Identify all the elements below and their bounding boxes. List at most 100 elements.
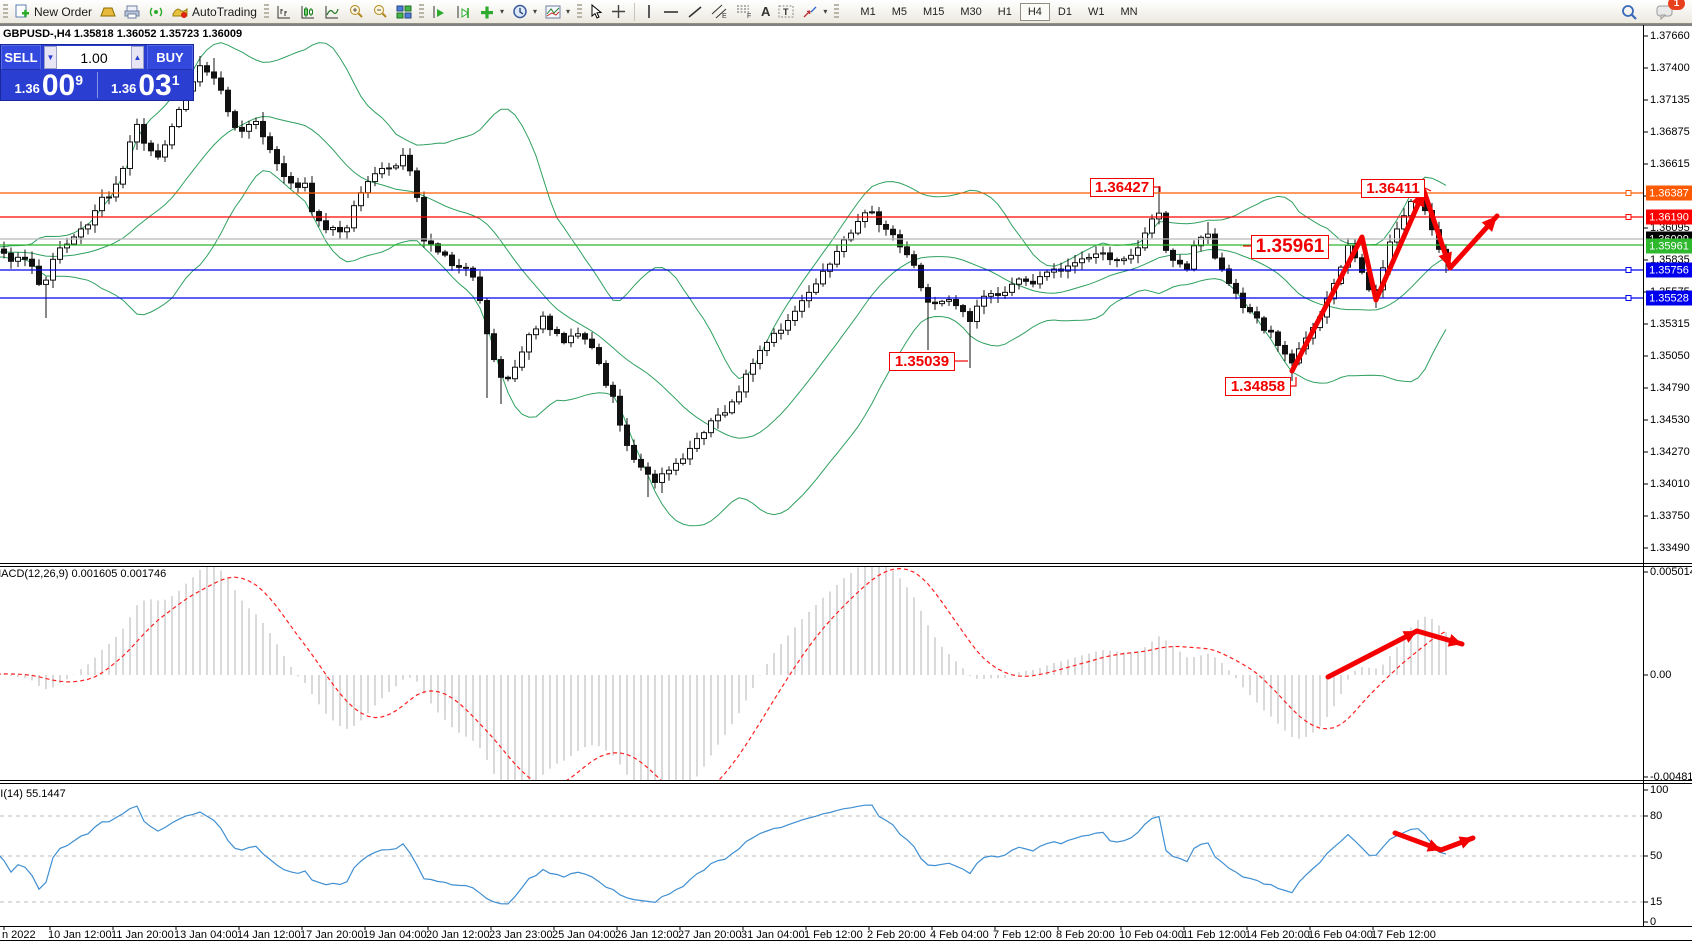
equidistant-channel-icon: E (711, 4, 727, 19)
price-divider (96, 72, 98, 98)
auto-scroll-icon (433, 5, 444, 18)
ask-price[interactable]: 1.36 03 1 (111, 69, 180, 102)
trendline-tool-button[interactable] (683, 2, 707, 22)
candlestick-chart-button[interactable] (296, 2, 320, 22)
zoom-out-button[interactable] (368, 2, 392, 22)
text-label-icon: T (778, 5, 794, 18)
news-broadcast-icon (149, 7, 163, 16)
triangle-up-icon: ▲ (133, 53, 142, 62)
chart-shift-button[interactable] (451, 2, 475, 22)
timeframe-d1[interactable]: D1 (1057, 5, 1072, 18)
volume-input[interactable]: 1.00 (57, 46, 131, 69)
arrow-tools-icon (803, 6, 817, 17)
zoom-in-icon (349, 5, 363, 18)
text-tool-button[interactable]: A (761, 4, 771, 19)
toolbar-right-icons: 1 (1617, 0, 1685, 22)
vertical-line-tool-button[interactable] (639, 2, 659, 22)
indicators-button[interactable]: ▾ (475, 2, 508, 22)
crosshair-tool-button[interactable] (607, 2, 630, 22)
buy-button[interactable]: BUY (147, 45, 193, 70)
timeframe-w1[interactable]: W1 (1087, 5, 1105, 18)
sell-button[interactable]: SELL (1, 45, 41, 70)
new-order-icon (15, 4, 29, 18)
timeframe-h1[interactable]: H1 (997, 5, 1012, 18)
periods-clock-icon (513, 4, 527, 19)
volume-stepper: ▼ 1.00 ▲ (44, 46, 144, 69)
volume-decrease-button[interactable]: ▼ (44, 46, 57, 69)
text-label-tool-button[interactable]: T (774, 2, 798, 22)
timeframe-mn[interactable]: MN (1120, 5, 1138, 18)
chevron-down-icon: ▾ (532, 7, 537, 16)
timeframe-m1[interactable]: M1 (860, 5, 876, 18)
bid-price[interactable]: 1.36 00 9 (14, 69, 83, 102)
toolbar-grip[interactable] (418, 3, 424, 20)
timeframe-m5[interactable]: M5 (891, 5, 907, 18)
tile-windows-icon (396, 5, 412, 18)
macd-trend-arrow[interactable] (1325, 628, 1465, 680)
timeframe-m15[interactable]: M15 (922, 5, 945, 18)
toolbar-grip[interactable] (3, 3, 8, 20)
chat-button[interactable]: 1 (1652, 0, 1685, 22)
macd-histogram (3, 566, 1447, 780)
svg-text:E: E (722, 13, 727, 19)
toolbar-grip[interactable] (577, 3, 582, 20)
svg-text:T: T (783, 7, 789, 17)
rsi-line (0, 804, 1447, 905)
bar-chart-icon (277, 5, 290, 18)
trendline-icon (688, 5, 702, 18)
autotrading-button[interactable]: AutoTrading (168, 2, 261, 22)
autotrading-label: AutoTrading (192, 4, 257, 19)
timeframe-m30[interactable]: M30 (960, 5, 982, 18)
notification-badge: 1 (1668, 0, 1685, 10)
templates-icon (545, 5, 561, 18)
horizontal-line-icon (664, 10, 678, 13)
toolbar-grip[interactable] (834, 3, 840, 20)
crosshair-icon (612, 5, 625, 18)
macd-signal-line (0, 567, 1447, 780)
zoom-out-icon (373, 5, 387, 18)
print-button[interactable] (120, 2, 144, 22)
search-button[interactable] (1617, 2, 1642, 22)
timeframe-h4[interactable]: H4 (1019, 2, 1050, 21)
pane-borders (0, 24, 1692, 941)
rsi-trend-arrow[interactable] (1392, 830, 1476, 853)
horizontal-line-tool-button[interactable] (659, 2, 683, 22)
equidistant-channel-tool-button[interactable]: E (707, 2, 732, 22)
zoom-in-button[interactable] (344, 2, 368, 22)
auto-scroll-button[interactable] (427, 2, 451, 22)
indicators-icon (480, 6, 493, 18)
chat-bubble-icon (1656, 5, 1673, 20)
chart-shift-icon (457, 5, 469, 18)
gold-ingot-button[interactable] (96, 2, 120, 22)
toolbar-separator (634, 2, 635, 21)
cursor-tool-button[interactable] (585, 2, 607, 22)
chevron-down-icon: ▾ (499, 7, 504, 16)
line-chart-button[interactable] (320, 2, 344, 22)
periods-button[interactable]: ▾ (508, 2, 541, 22)
chart-title: GBPUSD-,H4 1.35818 1.36052 1.35723 1.360… (3, 28, 243, 40)
templates-button[interactable]: ▾ (541, 2, 574, 22)
red-label-hooks (955, 186, 1432, 387)
print-icon (124, 5, 140, 18)
volume-increase-button[interactable]: ▲ (131, 46, 144, 69)
line-chart-icon (325, 5, 339, 18)
fibonacci-tool-button[interactable]: F (732, 2, 757, 22)
toolbar-grip[interactable] (263, 3, 269, 20)
trend-zigzag-annotation[interactable] (1289, 188, 1500, 374)
timeframe-buttons: M1 M5 M15 M30 H1 H4 D1 W1 MN (852, 2, 1145, 21)
bar-chart-button[interactable] (272, 2, 296, 22)
cursor-icon (591, 4, 603, 19)
autotrading-icon (172, 7, 188, 18)
gold-ingot-icon (100, 7, 116, 16)
candlesticks (1, 56, 1449, 497)
arrow-tools-button[interactable]: ▾ (798, 2, 831, 22)
svg-text:F: F (747, 13, 751, 19)
tile-windows-button[interactable] (392, 2, 416, 22)
chevron-down-icon: ▾ (823, 7, 828, 16)
new-order-button[interactable]: New Order (11, 2, 96, 22)
search-icon (1622, 4, 1637, 20)
toolbar: New Order AutoTrading (0, 0, 1692, 24)
news-broadcast-button[interactable] (144, 2, 168, 22)
